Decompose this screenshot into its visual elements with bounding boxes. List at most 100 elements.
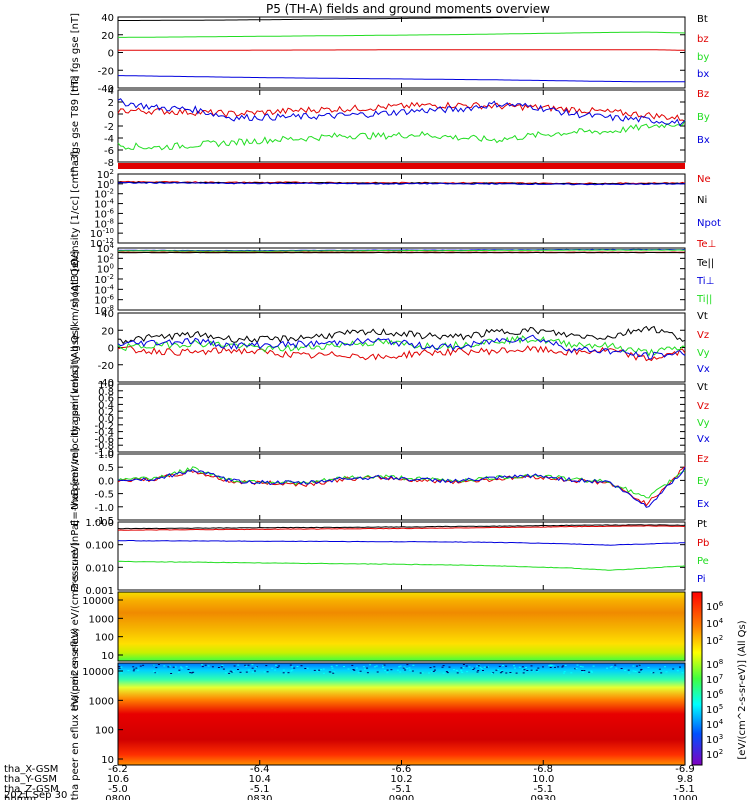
spectrogram-speckle — [137, 670, 139, 671]
spectrogram-speckle — [550, 667, 552, 668]
spectrogram-speckle — [554, 666, 556, 667]
spectrogram-speckle — [252, 668, 254, 669]
spectrogram-speckle — [588, 672, 590, 673]
tick-exp: 2 — [110, 168, 114, 176]
spectrogram-speckle — [408, 667, 410, 668]
y-tick-label: 10000 — [82, 667, 114, 678]
spectrogram-speckle — [577, 665, 579, 666]
spectrogram-speckle — [554, 667, 556, 668]
spectrogram-speckle — [456, 670, 458, 671]
spectrogram-speckle — [167, 666, 169, 667]
y-tick-label: -6 — [104, 146, 114, 157]
spectrogram-speckle — [251, 664, 253, 665]
spectrogram-speckle — [499, 666, 501, 667]
spectrogram-speckle — [382, 667, 384, 668]
spectrogram-speckle — [353, 670, 355, 671]
y-axis-label: tha peer en eflux eV/(cm2-s-sr-eV) — [70, 628, 81, 800]
y-tick-label: 0 — [108, 110, 114, 121]
y-tick-label: 10000 — [82, 596, 114, 607]
spectrogram-speckle — [255, 667, 257, 668]
spectrogram-speckle — [633, 671, 635, 672]
spectrogram-speckle — [237, 669, 239, 670]
spectrogram-speckle — [433, 666, 435, 667]
spectrogram-field — [118, 592, 685, 661]
y-tick-label: -0.5 — [94, 490, 114, 501]
tick-exp: 2 — [110, 252, 114, 260]
y-tick-label: 40 — [101, 13, 114, 24]
spectrogram-speckle — [505, 673, 507, 674]
spectrogram-speckle — [386, 672, 388, 673]
spectrogram-speckle — [366, 668, 368, 669]
spectrogram-speckle — [523, 669, 525, 670]
tick-exp: -8 — [107, 217, 114, 225]
spectrogram-speckle — [463, 664, 465, 665]
spectrogram-speckle — [449, 667, 451, 668]
spectrogram-speckle — [582, 666, 584, 667]
spectrogram-speckle — [142, 665, 144, 666]
time-row-value: 1000 — [672, 794, 697, 800]
spectrogram-speckle — [428, 673, 430, 674]
spectrogram-speckle — [212, 666, 214, 667]
spectrogram-speckle — [397, 670, 399, 671]
legend-entry: Pb — [697, 538, 709, 549]
spectrogram-speckle — [283, 672, 285, 673]
legend-entry: Vt — [697, 382, 708, 393]
y-tick-label: -2 — [104, 122, 114, 133]
y-tick-label: 4 — [108, 86, 114, 97]
tick-base: 10 — [706, 750, 719, 761]
spectrogram-speckle — [477, 672, 479, 673]
tick-exp: -6 — [107, 207, 115, 215]
spectrogram-speckle — [331, 666, 333, 667]
spectrogram-speckle — [155, 667, 157, 668]
y-tick-label: 1000 — [89, 614, 114, 625]
time-row-value: 0800 — [105, 794, 130, 800]
spectrogram-speckle — [367, 672, 369, 673]
spectrogram-speckle — [525, 667, 527, 668]
spectrogram-speckle — [628, 670, 630, 671]
spectrogram-speckle — [477, 670, 479, 671]
spectrogram-speckle — [677, 670, 679, 671]
spectrogram-speckle — [127, 670, 129, 671]
spectrogram-speckle — [495, 670, 497, 671]
tick-exp: -2 — [107, 273, 114, 281]
spectrogram-speckle — [628, 673, 630, 674]
spectrogram-speckle — [343, 666, 345, 667]
y-tick-label: -20 — [98, 66, 114, 77]
tick-base: 10 — [706, 705, 719, 716]
spectrogram-speckle — [291, 670, 293, 671]
y-tick-label: 0 — [108, 49, 114, 60]
spectrogram-speckle — [158, 664, 160, 665]
spectrogram-speckle — [460, 667, 462, 668]
tick-base: 10 — [706, 690, 719, 701]
tick-exp: 7 — [719, 673, 723, 681]
spectrogram-speckle — [234, 666, 236, 667]
spectrogram-speckle — [446, 671, 448, 672]
spectrogram-speckle — [290, 671, 292, 672]
flag-band — [118, 163, 685, 169]
spectrogram-speckle — [472, 669, 474, 670]
spectrogram-speckle — [591, 672, 593, 673]
tick-base: 10 — [706, 602, 719, 613]
spectrogram-speckle — [447, 672, 449, 673]
y-tick-label: 0.100 — [85, 541, 114, 552]
spectrogram-speckle — [561, 667, 563, 668]
legend-entry: Bz — [697, 89, 709, 100]
y-tick-label: 0.010 — [85, 563, 114, 574]
spectrogram-speckle — [513, 665, 515, 666]
legend-entry: Vz — [697, 401, 709, 412]
spectrogram-speckle — [205, 665, 207, 666]
spectrogram-speckle — [581, 670, 583, 671]
spectrogram-speckle — [422, 672, 424, 673]
time-row-value: 0930 — [531, 794, 556, 800]
spectrogram-speckle — [638, 672, 640, 673]
spectrogram-speckle — [682, 672, 684, 673]
y-tick-label: 10 — [101, 651, 114, 662]
spectrogram-speckle — [336, 665, 338, 666]
spectrogram-speckle — [304, 668, 306, 669]
spectrogram-speckle — [593, 666, 595, 667]
tick-base: 10 — [706, 636, 719, 647]
spectrogram-speckle — [500, 672, 502, 673]
spectrogram-speckle — [526, 670, 528, 671]
spectrogram-speckle — [412, 665, 414, 666]
tick-exp: -4 — [107, 198, 115, 206]
